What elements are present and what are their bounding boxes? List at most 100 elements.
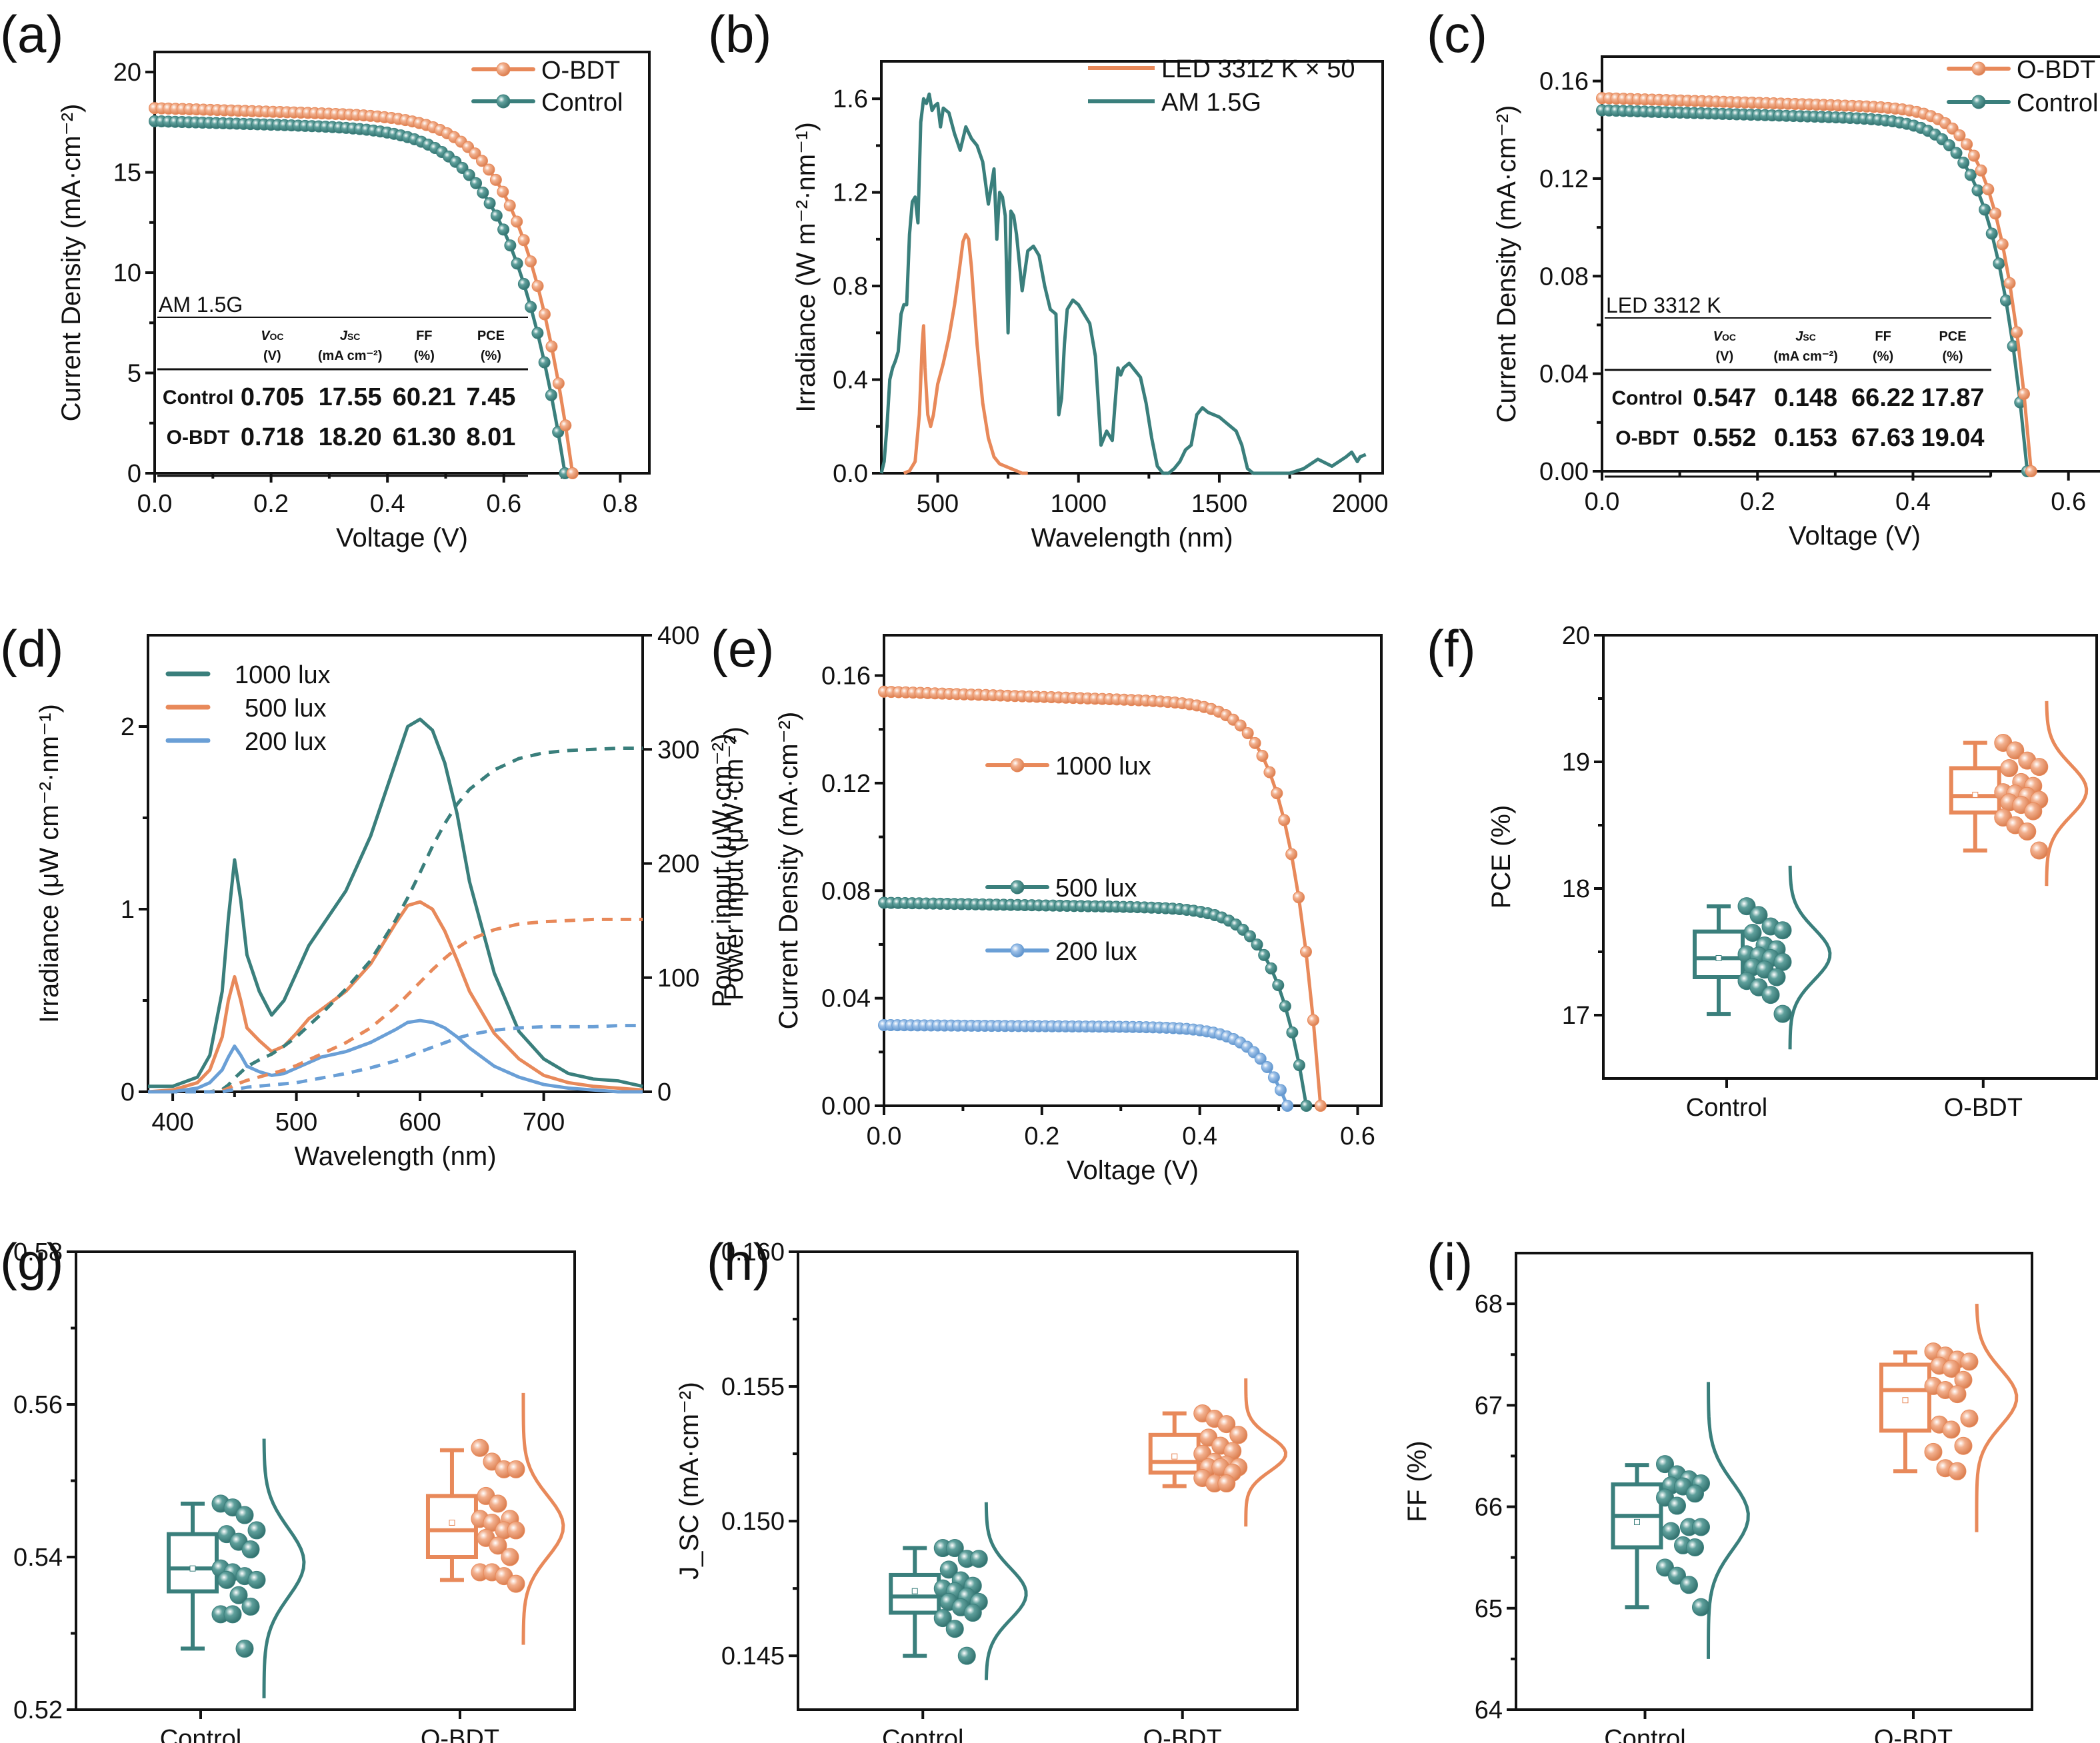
panel-label: (a) [0,5,63,63]
y-right-tick-label: 100 [657,964,699,992]
obdt-curve-marker [566,467,579,479]
control-data-point [1662,1522,1680,1540]
500-lux-curve-marker [1286,1026,1299,1039]
o-bdt-data-point [2030,841,2049,860]
obdt-legend-marker [1971,61,1986,76]
x-tick-label: 0.0 [137,490,173,518]
irradiance-1000-lux-line [148,717,643,1088]
am15g-spectrum-line [879,92,1367,475]
control-data-point [223,1605,242,1624]
x-axis-label: Voltage (V) [1789,521,1921,551]
table-header: VOC [1713,329,1736,344]
y-tick-label: 66 [1475,1494,1503,1522]
power-input-500-lux-line [148,917,643,1094]
o-bdt-data-point [1942,1420,1961,1439]
x-tick-label: 0.4 [1182,1122,1217,1150]
control-distribution-curve [262,1438,306,1698]
1000-lux-curve-marker [1241,727,1254,739]
table-cell: 0.552 [1693,424,1756,452]
table-header-unit: (V) [1715,349,1733,364]
obdt-curve-marker [559,419,572,432]
table-condition: LED 3312 K [1606,293,1721,317]
x-tick-label: 0.2 [1740,488,1775,516]
obdt-curve-marker [511,215,523,228]
o-bdt-data-point [2006,741,2025,760]
200-lux-curve-marker [1254,1052,1267,1065]
y-axis-label: J_SC (mA·cm⁻²) [675,1382,704,1580]
table-header-unit: (mA cm⁻²) [1773,349,1837,364]
control-box [167,1532,219,1594]
o-bdt-data-point [471,1438,489,1457]
control-curve-marker [511,257,523,270]
panel-label: (c) [1427,5,1487,63]
y-tick-label: 0.12 [821,770,871,798]
led-spectrum-line [903,233,1028,475]
control-data-point [1767,968,1786,986]
y-right-tick-label: 300 [657,736,699,764]
led-legend-label: LED 3312 K × 50 [1161,55,1355,83]
table-cell: 17.87 [1921,384,1984,412]
control-distribution-curve [1788,865,1832,1050]
o-bdt-data-point [507,1574,525,1593]
200-lux-legend-label: 200 lux [1055,938,1137,966]
x-tick-label: 400 [151,1108,193,1136]
panel-label: (i) [1427,1232,1473,1291]
control-data-point [1743,924,1762,942]
control-mean-marker [1715,955,1722,961]
500-lux-curve-marker [1272,979,1285,992]
y-axis-label: Irradiance (W m⁻²·nm⁻¹) [791,122,821,413]
control-data-point [1668,1496,1686,1515]
y-tick-label: 10 [113,259,141,287]
x-axis-label: Voltage (V) [1067,1156,1199,1185]
legend-label: 1000 lux [235,661,331,689]
o-bdt-data-point [489,1494,507,1513]
x-category-label: Control [882,1725,964,1743]
control-curve-marker [531,327,544,339]
table-header: PCE [477,329,505,343]
obdt-curve-line [1601,96,2033,472]
y-tick-label: 0.56 [13,1391,63,1419]
table-condition: AM 1.5G [159,293,243,317]
y-tick-label: 0.58 [13,1238,63,1266]
table-cell: 19.04 [1921,424,1984,452]
control-data-point [1686,1484,1704,1503]
y-tick-label: 1 [121,896,135,924]
500-lux-curve-marker [1279,1000,1291,1012]
power-input-200-lux-line [148,1024,643,1094]
table-cell: 0.705 [241,383,304,411]
plot-frame [1515,1252,2033,1711]
o-bdt-data-point [507,1460,525,1478]
control-curve-marker [463,169,475,181]
control-data-point [1749,906,1768,924]
table-cell: 0.547 [1693,384,1756,412]
obdt-curve-marker [1975,164,1987,177]
o-bdt-data-point [1924,1442,1943,1461]
obdt-curve-marker [1967,149,1980,162]
control-data-point [1668,1566,1686,1585]
control-data-point [1773,921,1792,940]
table-row-name: O-BDT [167,427,230,449]
control-curve-marker [504,239,517,252]
panel-label: (e) [711,619,774,678]
y-right-tick-label: 400 [657,622,699,650]
1000-lux-legend-marker [1010,758,1025,773]
control-data-point [963,1604,982,1622]
control-data-point [945,1539,964,1558]
y-tick-label: 1.6 [833,85,868,113]
control-data-point [969,1550,988,1568]
x-tick-label: 0.0 [1585,488,1620,516]
1000-lux-curve-marker [1263,766,1276,779]
control-curve-marker [538,356,551,369]
table-cell: 7.45 [466,383,515,411]
y-tick-label: 0.4 [833,367,868,395]
control-legend-marker [496,94,511,109]
o-bdt-data-point [1942,1360,1961,1378]
control-legend-label: Control [541,89,623,117]
control-data-point [217,1570,236,1589]
control-data-point [939,1560,958,1579]
panel-h: (h) 0.145 0.150 0.155 0.160 J_SC (mA·cm⁻²) Con… [675,1232,1299,1743]
o-bdt-data-point [2030,758,2049,777]
y-tick-label: 0 [121,1078,135,1106]
y-tick-label: 0.00 [1539,458,1589,486]
